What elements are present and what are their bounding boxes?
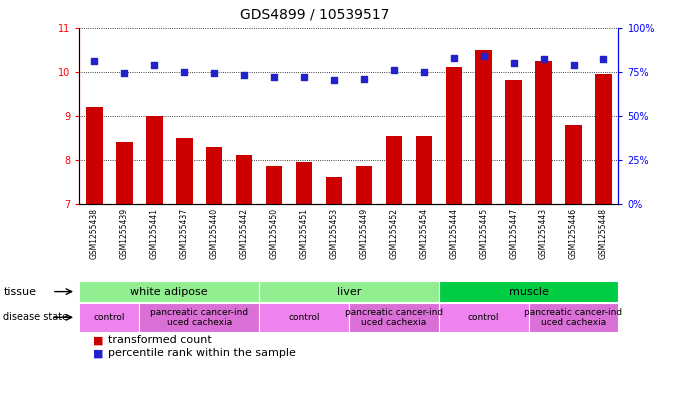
Point — [89, 58, 100, 64]
Bar — [536, 61, 552, 204]
Point — [508, 60, 519, 66]
Point — [598, 56, 609, 62]
Text: GSM1255445: GSM1255445 — [479, 208, 489, 259]
Bar — [79, 281, 259, 302]
Bar — [86, 107, 103, 204]
Bar — [206, 147, 223, 204]
Text: control: control — [94, 313, 125, 322]
Text: disease state: disease state — [3, 312, 68, 322]
Bar — [565, 125, 582, 204]
Point — [269, 74, 280, 80]
Bar — [140, 303, 259, 332]
Point — [418, 68, 429, 75]
Text: GSM1255442: GSM1255442 — [240, 208, 249, 259]
Text: GSM1255449: GSM1255449 — [359, 208, 368, 259]
Text: GSM1255438: GSM1255438 — [90, 208, 99, 259]
Text: control: control — [288, 313, 320, 322]
Text: GSM1255450: GSM1255450 — [269, 208, 278, 259]
Text: GSM1255443: GSM1255443 — [539, 208, 548, 259]
Text: GSM1255448: GSM1255448 — [599, 208, 608, 259]
Point — [328, 77, 339, 84]
Bar — [259, 281, 439, 302]
Text: GSM1255437: GSM1255437 — [180, 208, 189, 259]
Bar — [176, 138, 193, 204]
Bar — [505, 81, 522, 204]
Bar — [595, 74, 612, 204]
Text: GSM1255452: GSM1255452 — [389, 208, 399, 259]
Bar — [356, 167, 372, 204]
Point — [209, 70, 220, 77]
Point — [538, 56, 549, 62]
Point — [388, 67, 399, 73]
Text: GSM1255446: GSM1255446 — [569, 208, 578, 259]
Text: GSM1255439: GSM1255439 — [120, 208, 129, 259]
Bar — [349, 303, 439, 332]
Text: ■: ■ — [93, 348, 104, 358]
Bar — [146, 116, 162, 204]
Bar — [439, 303, 529, 332]
Bar — [116, 142, 133, 204]
Bar — [266, 167, 283, 204]
Text: tissue: tissue — [3, 286, 37, 297]
Point — [299, 74, 310, 80]
Text: white adipose: white adipose — [131, 286, 208, 297]
Text: GDS4899 / 10539517: GDS4899 / 10539517 — [240, 8, 389, 22]
Bar — [446, 67, 462, 204]
Text: transformed count: transformed count — [108, 336, 212, 345]
Point — [179, 68, 190, 75]
Text: muscle: muscle — [509, 286, 549, 297]
Bar — [296, 162, 312, 204]
Point — [448, 54, 460, 61]
Text: pancreatic cancer-ind
uced cachexia: pancreatic cancer-ind uced cachexia — [345, 308, 443, 327]
Bar — [475, 50, 492, 204]
Bar — [236, 156, 252, 204]
Text: percentile rank within the sample: percentile rank within the sample — [108, 348, 296, 358]
Text: GSM1255447: GSM1255447 — [509, 208, 518, 259]
Text: GSM1255444: GSM1255444 — [449, 208, 458, 259]
Bar — [439, 281, 618, 302]
Bar — [386, 136, 402, 204]
Text: GSM1255441: GSM1255441 — [150, 208, 159, 259]
Text: GSM1255451: GSM1255451 — [299, 208, 309, 259]
Point — [119, 70, 130, 77]
Bar — [259, 303, 349, 332]
Bar — [415, 136, 432, 204]
Text: pancreatic cancer-ind
uced cachexia: pancreatic cancer-ind uced cachexia — [524, 308, 623, 327]
Point — [568, 61, 579, 68]
Point — [238, 72, 249, 78]
Text: control: control — [468, 313, 500, 322]
Bar — [529, 303, 618, 332]
Bar — [79, 303, 140, 332]
Text: ■: ■ — [93, 336, 104, 345]
Point — [359, 75, 370, 82]
Bar — [325, 178, 342, 204]
Point — [149, 61, 160, 68]
Text: GSM1255440: GSM1255440 — [209, 208, 219, 259]
Text: GSM1255454: GSM1255454 — [419, 208, 428, 259]
Point — [478, 53, 489, 59]
Text: GSM1255453: GSM1255453 — [330, 208, 339, 259]
Text: pancreatic cancer-ind
uced cachexia: pancreatic cancer-ind uced cachexia — [150, 308, 248, 327]
Text: liver: liver — [337, 286, 361, 297]
